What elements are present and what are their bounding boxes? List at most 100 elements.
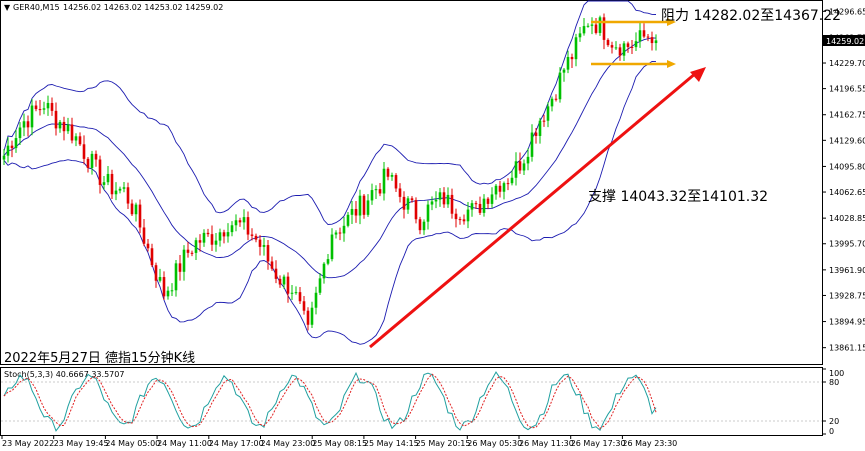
candle-body [2, 155, 6, 160]
candle-body [586, 25, 590, 27]
candle-body [122, 187, 126, 189]
candle-body [86, 158, 90, 168]
stoch-tick-label: 20 [829, 417, 839, 426]
candle-body [6, 145, 10, 156]
candle-body [274, 268, 278, 279]
candle-body [134, 204, 138, 215]
candle-body [506, 183, 510, 185]
candle-body [622, 43, 626, 56]
candle-body [582, 26, 586, 34]
candle-body [14, 138, 18, 149]
candle-body [418, 219, 422, 231]
stoch-k-line [3, 371, 657, 432]
candle-body [166, 290, 170, 297]
candle-body [234, 220, 238, 226]
current-price-badge [823, 35, 865, 46]
candle-body [162, 277, 166, 297]
time-tick-label: 25 May 20:15 [416, 439, 471, 448]
candle-body [434, 199, 438, 202]
time-tick-label: 26 May 17:30 [571, 439, 626, 448]
candle-body [402, 196, 406, 210]
candle-body [534, 132, 538, 136]
price-tick-label: 14095.80 [829, 162, 865, 171]
candle-body [186, 249, 190, 253]
ohlc-label: 14256.02 14263.02 14253.02 14259.02 [63, 3, 223, 12]
candle-body [322, 263, 326, 279]
candle-body [290, 292, 294, 294]
candle-body [30, 105, 34, 128]
time-tick-label: 24 May 11:00 [157, 439, 212, 448]
candle-body [126, 187, 130, 204]
candle-body [82, 144, 86, 159]
candle-body [630, 46, 634, 48]
stoch-lines [3, 371, 657, 432]
candle-body [378, 189, 382, 194]
chart-caption: 2022年5月27日 德指15分钟K线 [4, 350, 195, 366]
candle-body [266, 245, 270, 262]
candle-body [42, 108, 46, 110]
candle-body [282, 276, 286, 285]
collapse-triangle-icon[interactable]: ▼ [4, 3, 11, 12]
candle-body [178, 263, 182, 272]
candle-body [458, 219, 462, 221]
candle-body [490, 194, 494, 204]
candle-body [78, 136, 82, 145]
candle-body [522, 163, 526, 171]
candle-body [594, 24, 598, 33]
trendline-arrowhead [690, 67, 706, 82]
candle-body [454, 213, 458, 220]
candle-body [226, 232, 230, 237]
candle-body [642, 30, 646, 37]
candle-body [394, 175, 398, 189]
current-price-label: 14259.02 [826, 37, 864, 46]
time-tick-label: 26 May 23:30 [622, 439, 677, 448]
candle-body [94, 153, 98, 160]
bollinger-bands [3, 0, 657, 345]
candle-body [530, 132, 534, 157]
drawn-lines [369, 18, 706, 349]
time-tick-label: 23 May 19:45 [54, 439, 109, 448]
candle-body [618, 47, 622, 56]
candle-body [110, 173, 114, 195]
candle-body [90, 153, 94, 168]
candle-body [462, 219, 466, 222]
candle-body [578, 33, 582, 38]
candle-body [430, 201, 434, 205]
candle-body [154, 265, 158, 281]
candle-body [58, 121, 62, 129]
price-tick-label: 14129.60 [829, 136, 865, 145]
candle-body [374, 189, 378, 191]
candle-body [314, 292, 318, 308]
candle-body [438, 192, 442, 200]
candle-body [46, 102, 50, 109]
time-tick-label: 25 May 14:15 [364, 439, 419, 448]
candle-body [318, 278, 322, 293]
support-trendline[interactable] [369, 71, 697, 349]
lower-line-arrowhead [667, 60, 676, 68]
candle-body [590, 24, 594, 26]
candle-body [298, 292, 302, 302]
candle-body [190, 252, 194, 254]
candle-body [342, 225, 346, 234]
stoch-tick-label: 80 [829, 378, 839, 387]
candle-body [502, 183, 506, 192]
price-tick-label: 14028.85 [829, 214, 865, 223]
candle-body [34, 105, 38, 110]
stoch-d-line [3, 373, 657, 429]
price-tick-label: 14196.55 [829, 85, 865, 94]
price-tick-label: 13861.15 [829, 344, 865, 353]
candle-body [194, 240, 198, 253]
band-upper-line [3, 0, 657, 225]
price-tick-label: 14062.65 [829, 188, 865, 197]
symbol-label: GER40,M15 [13, 3, 60, 12]
candle-body [74, 136, 78, 141]
stoch-tick-label: 0 [829, 427, 834, 436]
candle-body [202, 232, 206, 243]
candle-body [646, 36, 650, 38]
support-annotation: 支撑 14043.32至14101.32 [588, 189, 768, 205]
candle-body [334, 232, 338, 235]
candle-body [498, 185, 502, 192]
candle-body [182, 249, 186, 272]
band-middle-line [3, 37, 657, 279]
